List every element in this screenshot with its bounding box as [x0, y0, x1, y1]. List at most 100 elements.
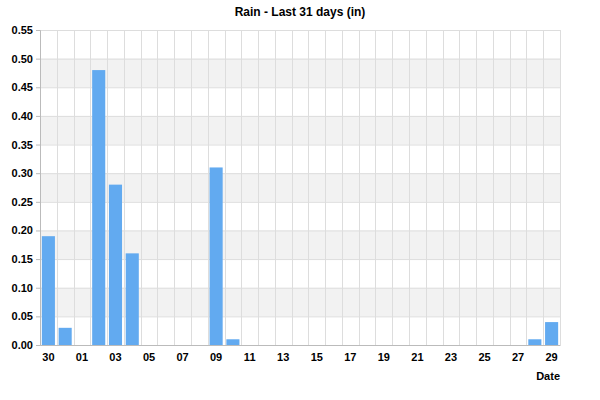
x-tick: 09 [210, 351, 222, 363]
bar [293, 345, 306, 346]
y-tick-mark [36, 173, 40, 174]
bar [126, 253, 139, 345]
x-tick: 30 [42, 351, 54, 363]
y-tick-mark [36, 230, 40, 231]
chart: 0.000.050.100.150.200.250.300.350.400.45… [0, 0, 600, 400]
x-tick: 01 [76, 351, 88, 363]
x-tick-label: 13 [277, 351, 289, 363]
grid-line [40, 30, 560, 31]
y-tick: 0.15 [12, 253, 40, 265]
category-separator [308, 30, 309, 345]
bar [109, 185, 122, 345]
category-separator [275, 30, 276, 345]
y-tick: 0.05 [12, 310, 40, 322]
y-tick-label: 0.55 [12, 24, 33, 36]
bar [42, 236, 55, 345]
x-tick-label: 15 [311, 351, 323, 363]
bar [512, 345, 525, 346]
x-tick-label: 23 [445, 351, 457, 363]
category-separator [141, 30, 142, 345]
x-tick-label: 30 [42, 351, 54, 363]
x-axis: 30010305070911131517192123252729 [41, 346, 561, 363]
y-tick: 0.40 [12, 110, 40, 122]
y-tick-mark [36, 345, 40, 346]
x-tick-label: 27 [512, 351, 524, 363]
y-tick-mark [36, 202, 40, 203]
x-tick: 05 [143, 351, 155, 363]
category-separator [560, 30, 561, 345]
y-tick-label: 0.00 [12, 339, 33, 351]
category-separator [392, 30, 393, 345]
category-separator [476, 30, 477, 345]
x-axis-line [41, 345, 561, 346]
x-tick-label: 03 [109, 351, 121, 363]
x-grid [41, 30, 561, 345]
y-tick: 0.45 [12, 81, 40, 93]
bar [377, 345, 390, 346]
y-tick: 0.20 [12, 224, 40, 236]
bar [226, 339, 239, 345]
grid-line [40, 87, 560, 88]
category-separator [342, 30, 343, 345]
bar [243, 345, 256, 346]
y-tick-mark [36, 30, 40, 31]
y-tick-mark [36, 59, 40, 60]
bar [310, 345, 323, 346]
bar [394, 345, 407, 346]
category-separator [493, 30, 494, 345]
x-tick: 29 [545, 351, 557, 363]
category-separator [74, 30, 75, 345]
grid-line [40, 345, 560, 346]
bar [344, 345, 357, 346]
x-tick-label: 05 [143, 351, 155, 363]
x-tick: 21 [411, 351, 423, 363]
y-tick: 0.30 [12, 167, 40, 179]
bar [75, 345, 88, 346]
x-tick-label: 17 [344, 351, 356, 363]
x-tick: 25 [478, 351, 490, 363]
y-tick-label: 0.40 [12, 110, 33, 122]
x-tick-label: 19 [378, 351, 390, 363]
y-tick: 0.25 [12, 196, 40, 208]
grid-line [40, 59, 560, 60]
bar [428, 345, 441, 346]
y-tick: 0.55 [12, 24, 40, 36]
y-tick-mark [36, 87, 40, 88]
y-tick-mark [36, 259, 40, 260]
bar [495, 345, 508, 346]
x-tick: 19 [378, 351, 390, 363]
y-tick-label: 0.50 [12, 53, 33, 65]
y-tick-mark [36, 145, 40, 146]
title: Rain - Last 31 days (in) [235, 5, 366, 19]
bar [528, 339, 541, 345]
bar [478, 345, 491, 346]
x-tick: 15 [311, 351, 323, 363]
category-separator [241, 30, 242, 345]
bar [176, 345, 189, 346]
y-tick: 0.50 [12, 53, 40, 65]
plot: 0.000.050.100.150.200.250.300.350.400.45… [12, 24, 561, 363]
x-tick-label: 11 [244, 351, 256, 363]
category-separator [359, 30, 360, 345]
category-separator [208, 30, 209, 345]
bar [142, 345, 155, 346]
bar [361, 345, 374, 346]
bar [210, 167, 223, 345]
x-tick-label: 25 [478, 351, 490, 363]
category-separator [409, 30, 410, 345]
y-axis: 0.000.050.100.150.200.250.300.350.400.45… [12, 24, 41, 351]
category-separator [459, 30, 460, 345]
category-separator [426, 30, 427, 345]
x-tick: 27 [512, 351, 524, 363]
y-tick-mark [36, 316, 40, 317]
y-tick-label: 0.25 [12, 196, 33, 208]
category-separator [57, 30, 58, 345]
x-tick: 17 [344, 351, 356, 363]
category-separator [107, 30, 108, 345]
y-tick-mark [36, 288, 40, 289]
category-separator [375, 30, 376, 345]
category-separator [543, 30, 544, 345]
bars [42, 70, 558, 345]
category-separator [526, 30, 527, 345]
y-tick-label: 0.45 [12, 81, 33, 93]
